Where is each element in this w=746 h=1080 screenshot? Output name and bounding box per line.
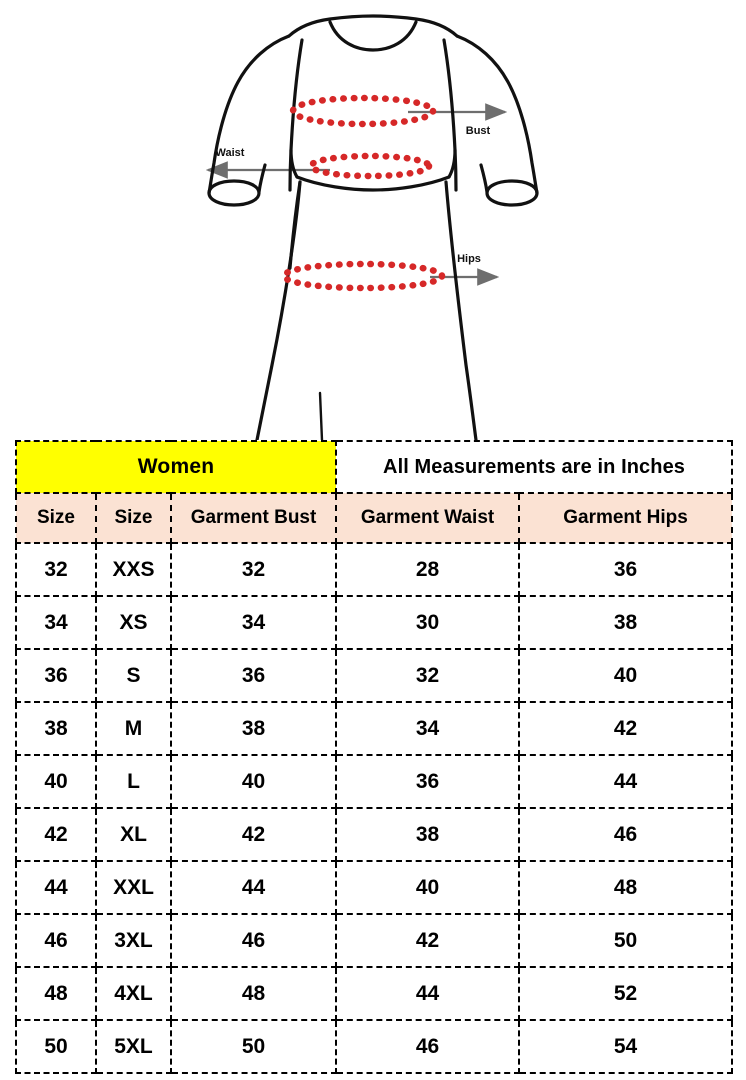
- waist-measure-ring: [307, 152, 433, 180]
- cell-size-numeric: 44: [15, 860, 97, 915]
- size-table-body: Women All Measurements are in Inches Siz…: [14, 440, 734, 1074]
- cell-garment-bust: 50: [169, 1019, 338, 1074]
- cell-size-alpha: XXL: [95, 860, 172, 915]
- cell-size-alpha: 5XL: [95, 1019, 172, 1074]
- cell-size-alpha: S: [95, 648, 172, 703]
- bust-measure-ring: [289, 94, 437, 128]
- cell-garment-hips: 46: [518, 807, 734, 862]
- cell-size-alpha: XS: [95, 595, 172, 650]
- cell-garment-bust: 42: [169, 807, 338, 862]
- cell-garment-hips: 54: [518, 1019, 734, 1074]
- cell-size-numeric: 34: [15, 595, 97, 650]
- table-row: 32 XXS 32 28 36: [15, 542, 734, 597]
- cell-size-numeric: 46: [15, 913, 97, 968]
- hips-measure-ring: [280, 260, 446, 292]
- table-row: 42 XL 42 38 46: [15, 807, 734, 862]
- bust-label: Bust: [466, 125, 491, 137]
- women-banner-cell: Women: [14, 440, 338, 494]
- cell-garment-waist: 36: [335, 754, 521, 809]
- garment-measurement-illustration: Bust Waist Hips: [0, 0, 746, 440]
- column-header-size-alpha: Size: [95, 492, 172, 544]
- cell-garment-waist: 30: [335, 595, 521, 650]
- table-row: 46 3XL 46 42 50: [15, 913, 734, 968]
- units-banner-cell: All Measurements are in Inches: [335, 440, 734, 494]
- cell-garment-hips: 52: [518, 966, 734, 1021]
- table-row: 36 S 36 32 40: [15, 648, 734, 703]
- cell-garment-hips: 36: [518, 542, 734, 597]
- cell-size-alpha: L: [95, 754, 172, 809]
- banner-row: Women All Measurements are in Inches: [14, 440, 734, 494]
- cell-size-alpha: M: [95, 701, 172, 756]
- cell-garment-waist: 42: [335, 913, 521, 968]
- cell-garment-bust: 32: [169, 542, 338, 597]
- table-row: 50 5XL 50 46 54: [15, 1019, 734, 1074]
- cell-garment-waist: 34: [335, 701, 521, 756]
- cell-size-alpha: XXS: [95, 542, 172, 597]
- cell-size-numeric: 36: [15, 648, 97, 703]
- cell-garment-bust: 46: [169, 913, 338, 968]
- cell-size-numeric: 40: [15, 754, 97, 809]
- cell-size-alpha: XL: [95, 807, 172, 862]
- hips-label: Hips: [457, 253, 481, 265]
- column-header-size-numeric: Size: [15, 492, 97, 544]
- column-header-garment-bust: Garment Bust: [169, 492, 338, 544]
- cell-garment-waist: 46: [335, 1019, 521, 1074]
- cell-size-alpha: 4XL: [95, 966, 172, 1021]
- cell-garment-bust: 44: [169, 860, 338, 915]
- cell-garment-hips: 40: [518, 648, 734, 703]
- cell-garment-hips: 44: [518, 754, 734, 809]
- cell-garment-bust: 38: [169, 701, 338, 756]
- cell-garment-waist: 40: [335, 860, 521, 915]
- cell-garment-hips: 42: [518, 701, 734, 756]
- table-row: 44 XXL 44 40 48: [15, 860, 734, 915]
- table-row: 40 L 40 36 44: [15, 754, 734, 809]
- cell-size-numeric: 48: [15, 966, 97, 1021]
- table-row: 48 4XL 48 44 52: [15, 966, 734, 1021]
- table-header-row: Size Size Garment Bust Garment Waist Gar…: [15, 492, 734, 544]
- cell-garment-waist: 38: [335, 807, 521, 862]
- table-row: 34 XS 34 30 38: [15, 595, 734, 650]
- cell-garment-bust: 48: [169, 966, 338, 1021]
- cell-garment-hips: 48: [518, 860, 734, 915]
- dress-outline: [207, 14, 539, 440]
- cell-size-numeric: 38: [15, 701, 97, 756]
- cell-size-numeric: 32: [15, 542, 97, 597]
- size-chart-table-wrapper: Women All Measurements are in Inches Siz…: [14, 440, 734, 1074]
- size-chart-table: Women All Measurements are in Inches Siz…: [14, 440, 734, 1074]
- table-row: 38 M 38 34 42: [15, 701, 734, 756]
- column-header-garment-hips: Garment Hips: [518, 492, 734, 544]
- cell-garment-waist: 44: [335, 966, 521, 1021]
- cell-garment-bust: 40: [169, 754, 338, 809]
- cell-garment-waist: 32: [335, 648, 521, 703]
- cell-garment-waist: 28: [335, 542, 521, 597]
- cell-size-alpha: 3XL: [95, 913, 172, 968]
- cell-garment-bust: 36: [169, 648, 338, 703]
- cell-garment-hips: 50: [518, 913, 734, 968]
- column-header-garment-waist: Garment Waist: [335, 492, 521, 544]
- waist-label: Waist: [216, 147, 245, 159]
- cell-garment-bust: 34: [169, 595, 338, 650]
- cell-size-numeric: 42: [15, 807, 97, 862]
- cell-size-numeric: 50: [15, 1019, 97, 1074]
- cell-garment-hips: 38: [518, 595, 734, 650]
